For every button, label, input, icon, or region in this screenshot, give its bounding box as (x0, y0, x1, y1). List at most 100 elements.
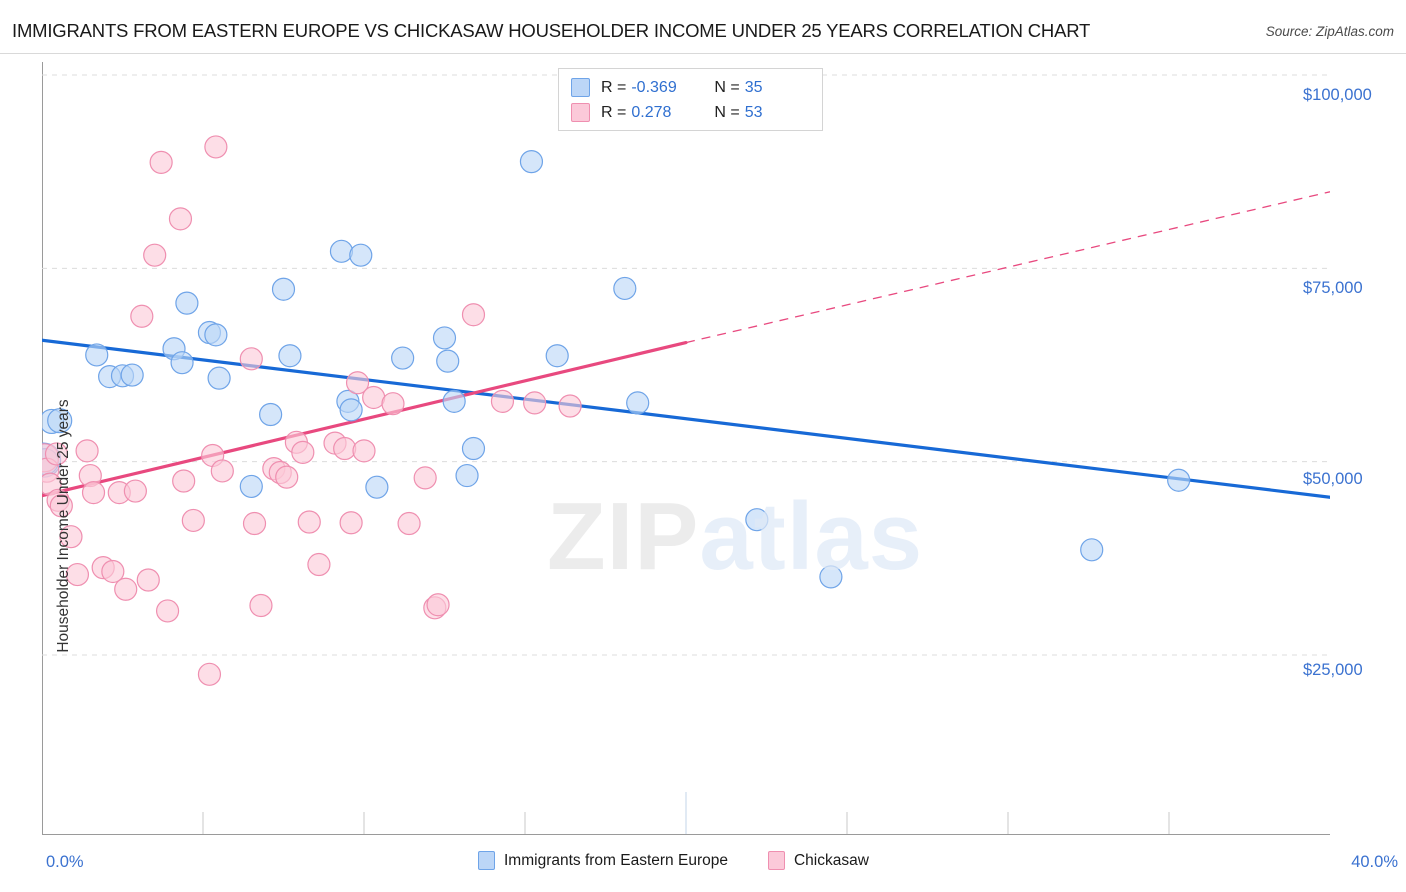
point-chickasaw-19 (155, 599, 180, 623)
point-immigrants-from-eastern-europe-21 (339, 398, 363, 422)
point-immigrants-from-eastern-europe-35 (1080, 538, 1104, 562)
point-chickasaw-47 (426, 593, 450, 617)
point-chickasaw-52 (44, 442, 69, 466)
legend-swatch-chickasaw[interactable] (767, 851, 785, 870)
point-chickasaw-34 (291, 440, 315, 464)
point-immigrants-from-eastern-europe-10 (175, 291, 199, 315)
legend-swatch-immigrants[interactable] (478, 851, 495, 870)
point-chickasaw-21 (172, 469, 196, 493)
point-chickasaw-4 (49, 494, 73, 518)
point-immigrants-from-eastern-europe-27 (461, 436, 486, 461)
point-chickasaw-14 (123, 479, 147, 503)
correlation-stats-box: R = -0.369 N = 35 R = 0.278 N = 53 (558, 68, 823, 131)
page-title: IMMIGRANTS FROM EASTERN EUROPE VS CHICKA… (12, 20, 1091, 41)
point-immigrants-from-eastern-europe-12 (204, 323, 228, 347)
point-immigrants-from-eastern-europe-22 (365, 475, 389, 499)
point-chickasaw-11 (101, 559, 125, 584)
point-immigrants-from-eastern-europe-15 (271, 277, 296, 301)
point-chickasaw-26 (210, 459, 234, 483)
point-immigrants-from-eastern-europe-32 (626, 391, 650, 415)
point-chickasaw-32 (275, 465, 299, 489)
stats-n-value-chickasaw: 53 (744, 103, 763, 121)
point-chickasaw-29 (249, 593, 273, 618)
point-immigrants-from-eastern-europe-17 (239, 474, 263, 499)
trend-line-chickasaw (42, 340, 688, 498)
point-chickasaw-36 (307, 552, 331, 577)
stats-r-value-chickasaw: 0.278 (631, 103, 672, 121)
y-tick-label-100000: $100,000 (1303, 86, 1372, 104)
point-chickasaw-5 (59, 525, 83, 549)
point-chickasaw-15 (130, 304, 154, 328)
point-chickasaw-45 (413, 466, 437, 490)
point-chickasaw-7 (75, 439, 99, 463)
point-immigrants-from-eastern-europe-3 (47, 408, 73, 434)
stats-row-immigrants: R = -0.369 N = 35 (571, 75, 812, 100)
point-immigrants-from-eastern-europe-13 (207, 366, 231, 390)
stats-swatch-immigrants (571, 78, 590, 97)
plot-canvas (42, 62, 1330, 835)
series-legend: Immigrants from Eastern Europe Chickasaw (478, 851, 869, 870)
legend-label-immigrants[interactable]: Immigrants from Eastern Europe (504, 851, 728, 869)
point-immigrants-from-eastern-europe-36 (1167, 468, 1191, 492)
point-immigrants-from-eastern-europe-25 (436, 349, 460, 373)
stats-r-value-immigrants: -0.369 (631, 78, 677, 96)
point-chickasaw-20 (168, 207, 193, 231)
point-immigrants-from-eastern-europe-23 (391, 346, 415, 370)
point-chickasaw-40 (345, 371, 370, 395)
point-chickasaw-23 (204, 135, 228, 159)
x-tick-label-max: 40.0% (1351, 853, 1398, 871)
point-immigrants-from-eastern-europe-9 (170, 351, 194, 375)
point-immigrants-from-eastern-europe-4 (85, 343, 109, 367)
point-immigrants-from-eastern-europe-18 (329, 239, 354, 263)
point-immigrants-from-eastern-europe-28 (455, 463, 479, 488)
stats-row-chickasaw: R = 0.278 N = 53 (571, 100, 812, 125)
stats-r-label-chickasaw: R = (601, 103, 627, 121)
source-label: Source: ZipAtlas.com (1265, 24, 1394, 39)
point-chickasaw-9 (81, 481, 106, 505)
point-chickasaw-48 (461, 303, 486, 327)
point-chickasaw-6 (65, 562, 90, 587)
point-chickasaw-16 (136, 568, 160, 592)
point-immigrants-from-eastern-europe-14 (259, 402, 283, 427)
point-immigrants-from-eastern-europe-26 (442, 389, 466, 413)
point-immigrants-from-eastern-europe-7 (120, 363, 144, 387)
stats-r-label-immigrants: R = (601, 78, 627, 96)
point-immigrants-from-eastern-europe-30 (545, 344, 569, 368)
stats-n-label-immigrants: N = (714, 78, 740, 96)
point-chickasaw-22 (181, 508, 205, 533)
point-chickasaw-28 (242, 511, 267, 536)
stats-n-label-chickasaw: N = (714, 103, 740, 121)
point-immigrants-from-eastern-europe-24 (432, 326, 457, 350)
point-immigrants-from-eastern-europe-31 (613, 276, 637, 301)
point-chickasaw-17 (143, 243, 167, 267)
point-chickasaw-39 (339, 511, 363, 535)
stats-n-value-immigrants: 35 (744, 78, 763, 96)
y-tick-label-50000: $50,000 (1303, 470, 1363, 488)
point-immigrants-from-eastern-europe-34 (819, 565, 843, 589)
header-divider (0, 53, 1406, 54)
point-chickasaw-41 (352, 439, 376, 463)
trend-lines (42, 191, 1330, 499)
point-chickasaw-49 (490, 389, 515, 413)
point-chickasaw-38 (333, 436, 357, 461)
trend-line-immigrants-from-eastern-europe (42, 338, 1330, 499)
y-axis-title: Householder Income Under 25 years (55, 399, 72, 653)
point-immigrants-from-eastern-europe-29 (519, 150, 544, 174)
x-tick-label-min: 0.0% (46, 853, 84, 871)
point-chickasaw-24 (197, 662, 222, 686)
stats-swatch-chickasaw (571, 103, 590, 122)
y-tick-label-25000: $25,000 (1303, 661, 1363, 679)
legend-label-chickasaw[interactable]: Chickasaw (793, 851, 869, 869)
data-points (42, 135, 1191, 686)
point-immigrants-from-eastern-europe-33 (745, 508, 769, 532)
point-chickasaw-51 (558, 394, 582, 418)
point-chickasaw-18 (149, 150, 173, 174)
point-chickasaw-43 (381, 392, 405, 416)
point-chickasaw-50 (523, 391, 547, 415)
point-chickasaw-42 (362, 385, 386, 410)
scatter-plot: ZIPatlas Householder Income Under 25 yea… (42, 62, 1330, 835)
y-tick-label-75000: $75,000 (1303, 279, 1363, 297)
trend-line-extension-chickasaw (685, 191, 1330, 344)
point-immigrants-from-eastern-europe-19 (349, 243, 373, 267)
